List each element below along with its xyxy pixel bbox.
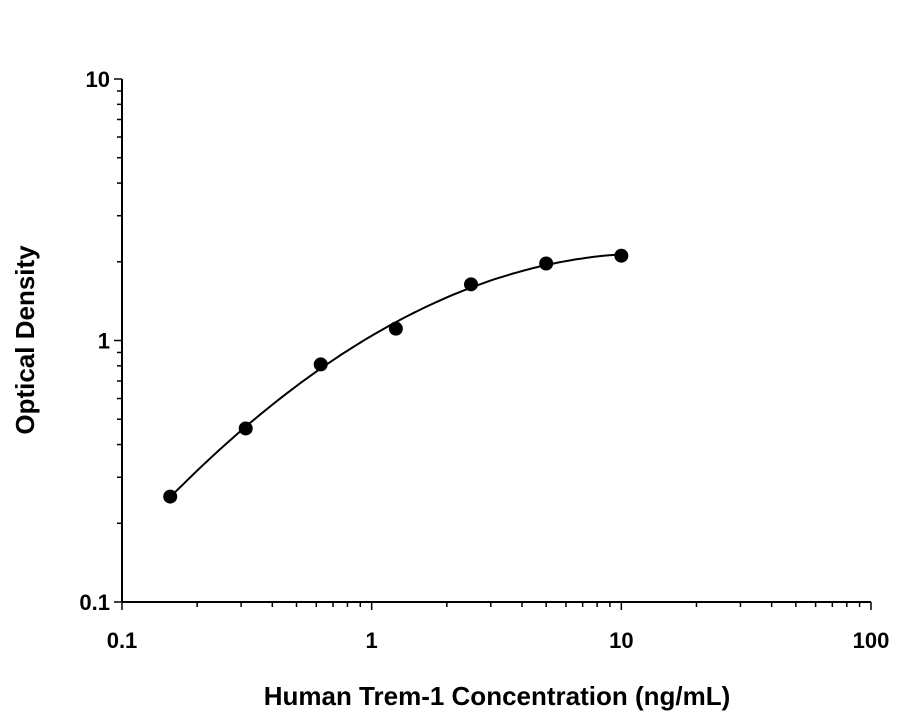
data-point — [464, 277, 479, 292]
x-tick-label: 100 — [853, 628, 890, 653]
x-tick-label: 0.1 — [107, 628, 138, 653]
data-points — [163, 248, 629, 504]
data-point — [614, 248, 629, 263]
data-point — [238, 421, 253, 436]
data-point — [539, 256, 554, 271]
axes — [121, 79, 871, 603]
fit-curve — [169, 253, 622, 498]
y-tick-label: 1 — [98, 329, 110, 354]
y-tick-label: 0.1 — [79, 590, 110, 615]
y-axis-label: Optical Density — [10, 245, 40, 435]
x-axis-label: Human Trem-1 Concentration (ng/mL) — [264, 681, 731, 711]
x-tick-label: 10 — [609, 628, 633, 653]
x-tick-label: 1 — [366, 628, 378, 653]
ticks: 0.1 1 10 100 0.1 1 10 — [79, 67, 889, 653]
data-point — [388, 321, 403, 336]
data-point — [163, 489, 178, 504]
data-point — [313, 357, 328, 372]
y-tick-label: 10 — [86, 67, 110, 92]
